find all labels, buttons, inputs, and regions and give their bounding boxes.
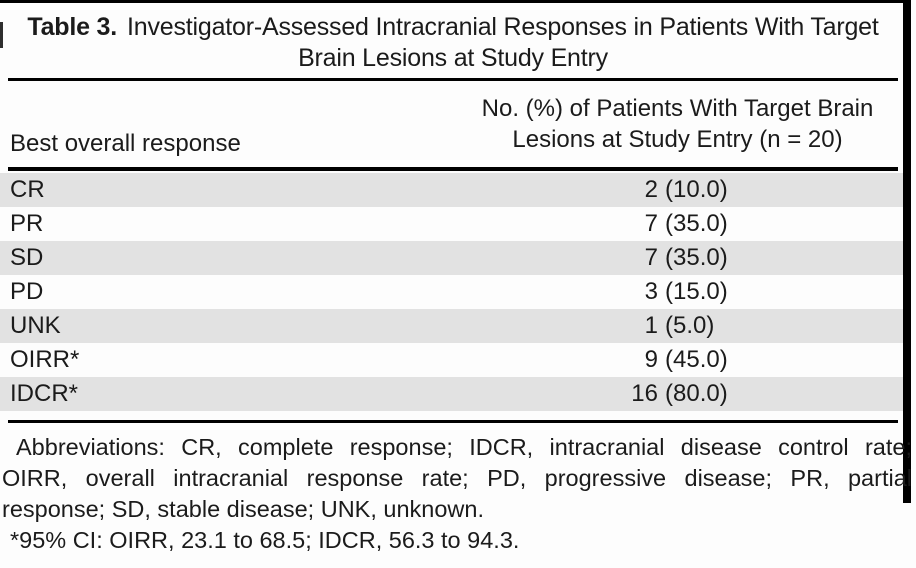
body-divider-rule <box>8 420 898 423</box>
row-percent: (10.0) <box>665 176 728 203</box>
table-row: SD 7 (35.0) <box>0 241 903 275</box>
row-count: 2 <box>644 176 658 203</box>
scan-artifact-top-line <box>0 0 911 3</box>
row-count: 9 <box>644 346 658 373</box>
footnote-abbreviations-line2: OIRR, overall intracranial response rate… <box>2 465 912 491</box>
table-row: PR 7 (35.0) <box>0 207 903 241</box>
table-caption: Table 3. Investigator-Assessed Intracrani… <box>13 12 893 74</box>
table-row: UNK 1 (5.0) <box>0 309 903 343</box>
footnote-abbreviations-line1: Abbreviations: CR, complete response; ID… <box>16 434 912 460</box>
caption-text: Investigator-Assessed Intracranial Respo… <box>127 13 879 72</box>
row-label: IDCR* <box>10 380 79 407</box>
table-body: CR 2 (10.0) PR 7 (35.0) SD 7 (35.0) PD 3… <box>0 173 903 411</box>
column-header-response: Best overall response <box>10 130 241 157</box>
column-header-value: No. (%) of Patients With Target Brain Le… <box>450 93 905 155</box>
column-header-value-line1: No. (%) of Patients With Target Brain <box>481 95 874 122</box>
row-label: UNK <box>10 312 61 339</box>
row-percent: (45.0) <box>665 346 728 373</box>
scan-artifact-left-mark <box>0 22 3 48</box>
row-percent: (15.0) <box>665 278 728 305</box>
table-row: CR 2 (10.0) <box>0 173 903 207</box>
footnote-ci: *95% CI: OIRR, 23.1 to 68.5; IDCR, 56.3 … <box>10 527 520 553</box>
caption-number: Table 3. <box>27 13 118 41</box>
row-count: 7 <box>644 244 658 271</box>
footnote-abbreviations-line3: response; SD, stable disease; UNK, unkno… <box>2 496 485 522</box>
scan-artifact-right-bar <box>903 0 911 503</box>
caption-divider-rule <box>8 78 898 81</box>
column-header-value-line2: Lesions at Study Entry (n = 20) <box>512 126 843 153</box>
row-percent: (5.0) <box>665 312 715 339</box>
table-row: PD 3 (15.0) <box>0 275 903 309</box>
row-label: SD <box>10 244 44 271</box>
footnotes: Abbreviations: CR, complete response; ID… <box>2 432 912 556</box>
row-label: OIRR* <box>10 346 80 373</box>
table-row: IDCR* 16 (80.0) <box>0 377 903 411</box>
row-label: PD <box>10 278 44 305</box>
row-label: CR <box>10 176 45 203</box>
row-percent: (35.0) <box>665 210 728 237</box>
row-percent: (35.0) <box>665 244 728 271</box>
row-count: 16 <box>631 380 658 407</box>
row-count: 1 <box>644 312 658 339</box>
header-divider-rule <box>8 167 898 171</box>
row-percent: (80.0) <box>665 380 728 407</box>
row-count: 7 <box>644 210 658 237</box>
row-count: 3 <box>644 278 658 305</box>
row-label: PR <box>10 210 44 237</box>
table-row: OIRR* 9 (45.0) <box>0 343 903 377</box>
